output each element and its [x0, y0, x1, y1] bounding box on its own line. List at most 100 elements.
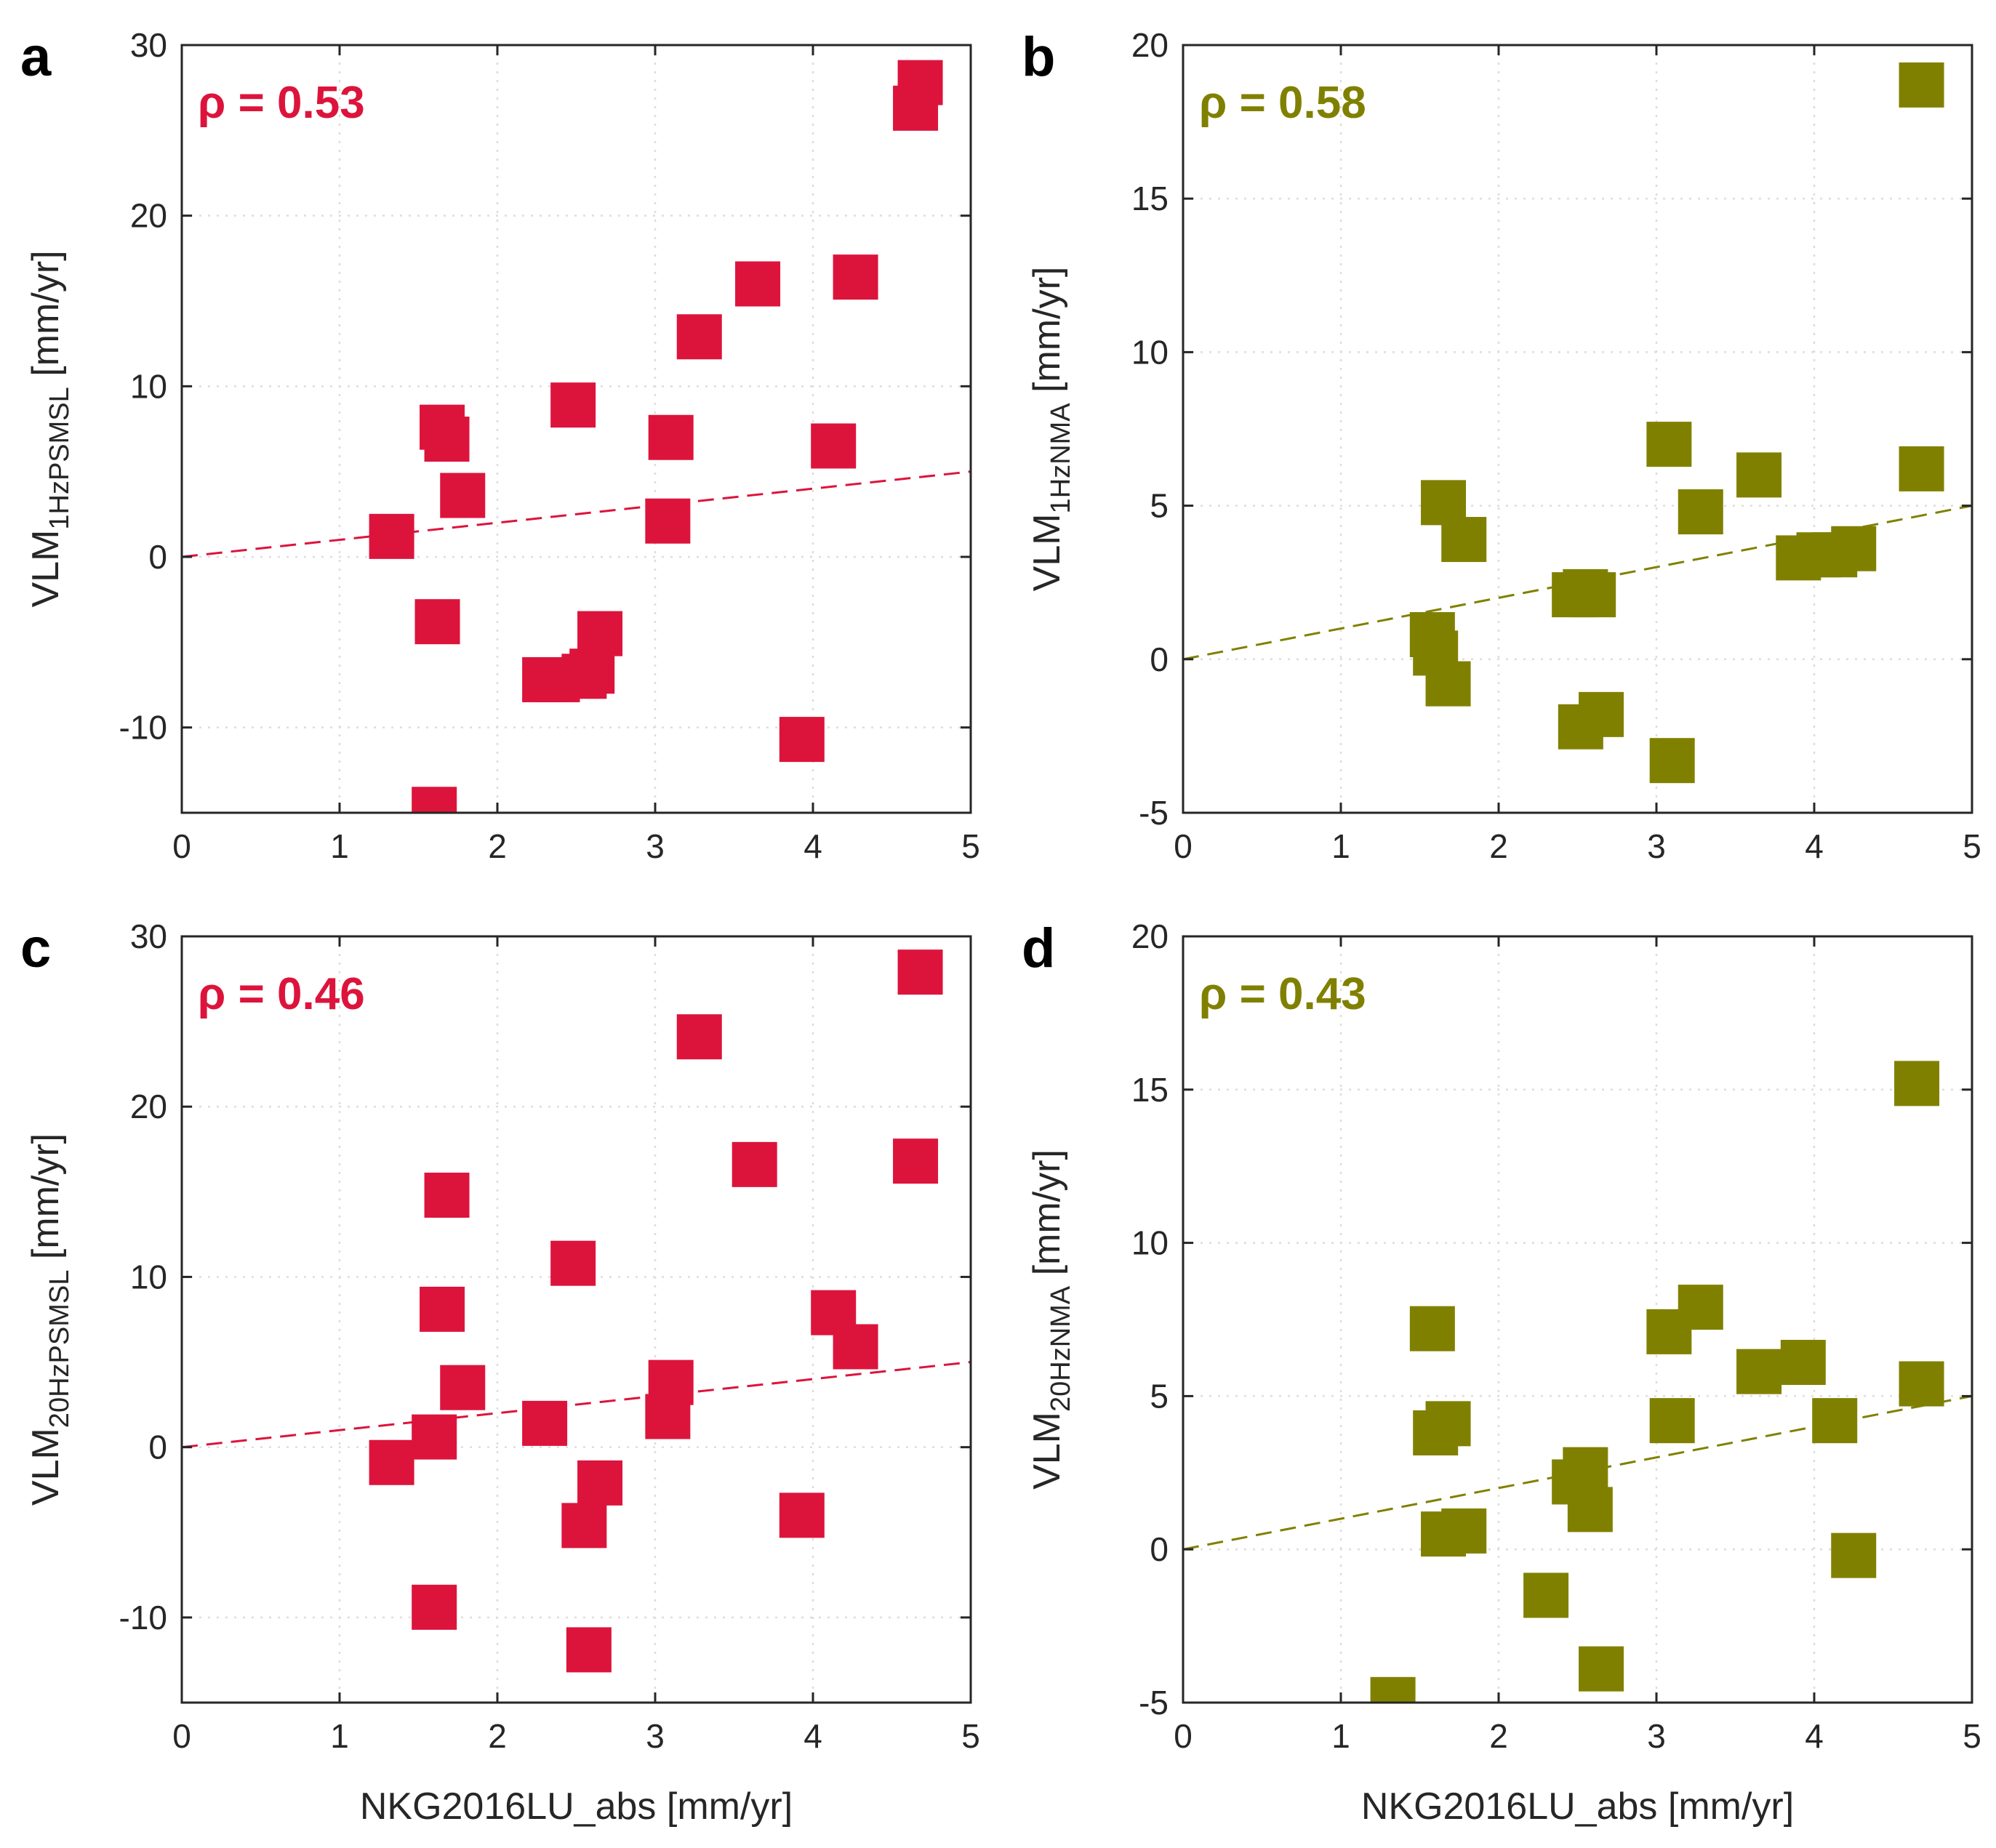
- panel-b-y-tick-label: 10: [1131, 333, 1169, 371]
- panel-d-x-tick-label: 5: [1963, 1717, 1981, 1755]
- panel-a-data-point: [440, 473, 486, 518]
- panel-c-data-point: [369, 1439, 414, 1485]
- panel-c-data-point: [577, 1460, 623, 1506]
- panel-b-x-tick-label: 0: [1174, 827, 1193, 865]
- panel-a-data-point: [811, 423, 857, 469]
- panel-c-data-point: [561, 1503, 607, 1548]
- panel-d-data-point: [1649, 1398, 1695, 1444]
- panel-d-y-tick-label: -5: [1139, 1684, 1169, 1722]
- panel-a-fit-line: [181, 470, 971, 558]
- panel-b-data-point: [1579, 691, 1624, 737]
- panel-c-x-tick-label: 4: [803, 1717, 822, 1755]
- panel-c-x-tick-label: 3: [646, 1717, 665, 1755]
- panel-a-axes-box: [180, 44, 972, 814]
- panel-b-y-tick-label: -5: [1139, 794, 1169, 832]
- panel-c-data-point: [440, 1365, 486, 1410]
- panel-d-data-point: [1736, 1349, 1782, 1394]
- panel-d-data-point: [1425, 1401, 1471, 1447]
- panel-d-axes-box: [1182, 935, 1973, 1704]
- panel-b-y-axis-label: VLM1HzNMA [mm/yr]: [1026, 267, 1076, 592]
- panel-a-y-axis-label: VLM1HzPSMSL [mm/yr]: [25, 250, 75, 607]
- panel-a-y-tick-label: 20: [130, 197, 167, 235]
- panel-b-data-point: [1736, 452, 1782, 498]
- panel-b-axes-box: [1182, 44, 1973, 814]
- panel-c-x-tick-label: 5: [961, 1717, 980, 1755]
- panel-d-data-point: [1563, 1447, 1608, 1493]
- panel-b-data-point: [1646, 422, 1692, 467]
- panel-a-data-point: [897, 60, 943, 105]
- panel-c-y-tick-label: 0: [148, 1429, 167, 1466]
- panel-a-data-point: [369, 513, 414, 559]
- panel-d-data-point: [1831, 1532, 1877, 1578]
- panel-b-x-tick-label: 5: [1963, 827, 1981, 865]
- panel-b-points: [1409, 62, 1944, 784]
- panel-c-data-point: [676, 1014, 722, 1060]
- panel-a-x-tick-label: 0: [172, 827, 191, 865]
- panel-c-x-tick-label: 0: [172, 1717, 191, 1755]
- panel-d-x-tick-label: 4: [1805, 1717, 1824, 1755]
- panel-d-points: [1370, 1061, 1944, 1703]
- panel-c-x-axis-label: NKG2016LU_abs [mm/yr]: [360, 1785, 793, 1828]
- panel-d-data-point: [1567, 1487, 1613, 1532]
- panel-d-y-tick-label: 15: [1131, 1071, 1169, 1109]
- panel-b-data-point: [1441, 517, 1487, 563]
- panel-b-data-point: [1571, 572, 1616, 618]
- panel-d-data-point: [1579, 1646, 1624, 1692]
- panel-d-x-tick-label: 3: [1647, 1717, 1666, 1755]
- panel-c-data-point: [779, 1493, 825, 1538]
- panel-c-data-point: [412, 1584, 457, 1630]
- panel-a-x-tick-label: 2: [488, 827, 507, 865]
- panel-a-x-tick-label: 3: [646, 827, 665, 865]
- panel-d-data-point: [1678, 1285, 1723, 1330]
- panel-c: 0 1 2 3 4 5 -10 0 10 20 30 VLM20HzPSMSL [mm/yr] c ρ =…: [20, 917, 980, 1828]
- panel-b-y-tick-label: 20: [1131, 26, 1169, 64]
- panel-b-letter: b: [1022, 26, 1055, 88]
- panel-c-y-axis-label: VLM20HzPSMSL [mm/yr]: [25, 1133, 75, 1506]
- panel-a: 0 1 2 3 4 5 -10 0 10 20 30 VLM1HzPSMSL [mm/yr] a ρ = …: [20, 26, 980, 865]
- panel-d-y-tick-label: 5: [1150, 1377, 1169, 1415]
- panel-c-data-point: [412, 1414, 457, 1460]
- panel-b-data-point: [1831, 526, 1877, 571]
- panel-d-x-tick-label: 1: [1331, 1717, 1350, 1755]
- panel-c-data-point: [897, 949, 943, 995]
- panel-c-rho-label: ρ = 0.46: [198, 969, 365, 1019]
- panel-c-fit-line: [181, 1361, 971, 1449]
- panel-c-data-point: [566, 1627, 612, 1673]
- panel-b-x-tick-label: 1: [1331, 827, 1350, 865]
- panel-a-x-tick-label: 4: [803, 827, 822, 865]
- panel-d-y-axis-label: VLM20HzNMA [mm/yr]: [1026, 1149, 1076, 1490]
- panel-d-data-point: [1441, 1508, 1487, 1554]
- panel-d-plot-area: [1183, 936, 1972, 1703]
- panel-c-y-tick-label: 30: [130, 917, 167, 955]
- panel-c-data-point: [648, 1359, 694, 1405]
- panel-c-data-point: [732, 1141, 777, 1187]
- panel-a-data-point: [833, 254, 878, 300]
- panel-d-data-point: [1370, 1676, 1416, 1703]
- panel-b-x-tick-label: 3: [1647, 827, 1666, 865]
- panel-d-data-point: [1523, 1572, 1569, 1618]
- panel-b-y-tick-label: 15: [1131, 180, 1169, 217]
- panel-a-y-tick-label: -10: [119, 709, 167, 747]
- panel-b-data-point: [1899, 62, 1944, 108]
- panel-c-x-tick-label: 1: [330, 1717, 349, 1755]
- panel-a-letter: a: [20, 26, 52, 88]
- panel-a-data-point: [645, 498, 691, 544]
- panel-c-letter: c: [20, 917, 51, 979]
- panel-c-x-tick-label: 2: [488, 1717, 507, 1755]
- panel-a-data-point: [412, 787, 457, 813]
- panel-c-data-point: [893, 1138, 939, 1184]
- panel-d-data-point: [1812, 1398, 1858, 1444]
- panel-d-y-tick-label: 10: [1131, 1224, 1169, 1262]
- panel-b-data-point: [1899, 446, 1944, 491]
- panel-d-y-tick-label: 20: [1131, 917, 1169, 955]
- panel-a-data-point: [676, 314, 722, 360]
- panel-a-y-tick-label: 0: [148, 538, 167, 576]
- panel-a-rho-label: ρ = 0.53: [198, 78, 365, 128]
- panel-c-y-tick-label: 10: [130, 1258, 167, 1295]
- panel-c-axes-box: [180, 935, 972, 1704]
- panel-a-data-point: [577, 611, 623, 656]
- panel-a-data-point: [424, 417, 470, 462]
- panel-a-y-tick-label: 10: [130, 367, 167, 405]
